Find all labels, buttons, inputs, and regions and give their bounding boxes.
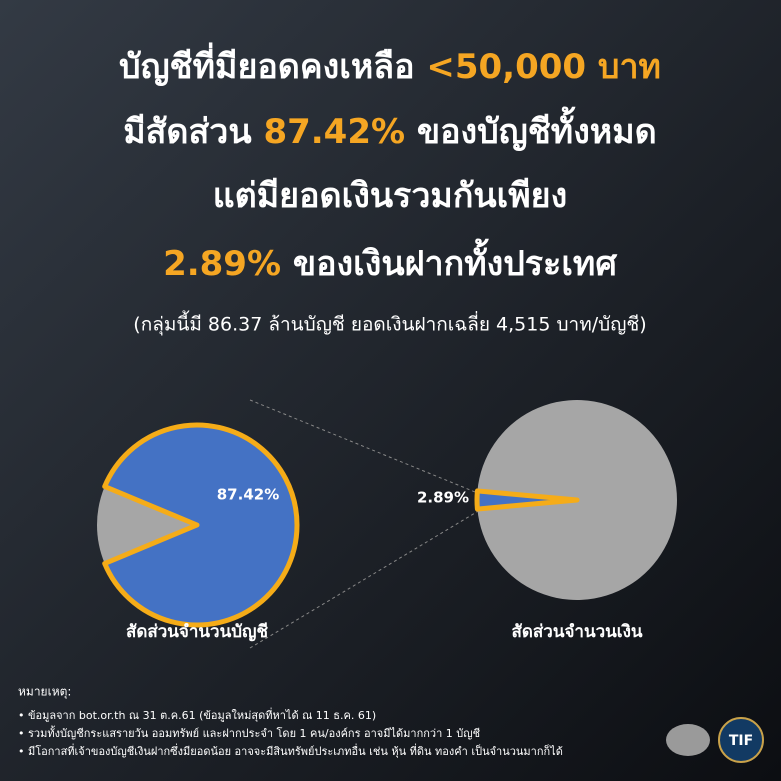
pie-slice	[102, 422, 300, 628]
headline: 2.89% ของเงินฝากทั้งประเทศ	[163, 238, 617, 284]
piggy-icon	[666, 724, 710, 756]
headline: มีสัดส่วน 87.42% ของบัญชีทั้งหมด	[123, 106, 656, 152]
pie-slice	[97, 486, 197, 564]
notes-heading: หมายเหตุ:	[18, 685, 71, 700]
chart-title: สัดส่วนจำนวนเงิน	[512, 622, 643, 642]
note: • มีโอกาสที่เจ้าของบัญชีเงินฝากซึ่งมียอด…	[18, 743, 563, 758]
headline: แต่มียอดเงินรวมกันเพียง	[213, 176, 567, 216]
headline: บัญชีที่มียอดคงเหลือ <50,000 บาท	[119, 42, 661, 87]
chart-title: สัดส่วนจำนวนบัญชี	[126, 621, 269, 642]
headline-text: ของบัญชีทั้งหมด	[405, 106, 657, 152]
headline-text: มีสัดส่วน	[123, 112, 263, 152]
pie-slice	[474, 488, 580, 512]
highlight-text: 87.42%	[263, 112, 405, 152]
headline-text: แต่มียอดเงินรวมกันเพียง	[213, 176, 567, 216]
highlight-text: 2.89%	[163, 244, 281, 284]
note: • รวมทั้งบัญชีกระแสรายวัน ออมทรัพย์ และฝ…	[18, 725, 480, 740]
note: • ข้อมูลจาก bot.or.th ณ 31 ต.ค.61 (ข้อมู…	[18, 707, 376, 722]
subtitle: (กลุ่มนี้มี 86.37 ล้านบัญชี ยอดเงินฝากเฉ…	[133, 311, 646, 337]
headline-text: ของเงินฝากทั้งประเทศ	[281, 238, 617, 284]
value-label: 2.89%	[417, 489, 469, 507]
logo	[718, 717, 764, 763]
headline-text: บัญชีที่มียอดคงเหลือ	[119, 42, 426, 87]
connector	[249, 509, 481, 649]
value-label: 87.42%	[217, 486, 279, 504]
highlight-text: <50,000 บาท	[426, 47, 661, 87]
logo-text: TIF	[729, 733, 753, 749]
